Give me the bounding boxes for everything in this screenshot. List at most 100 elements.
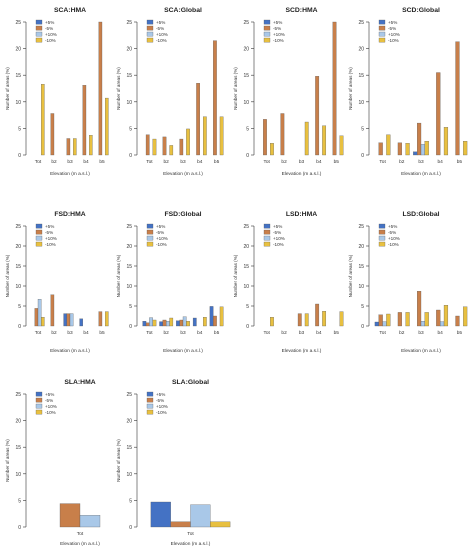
y-tick-label: 0 — [129, 324, 132, 330]
bar-fsd-global-tot-s0 — [142, 321, 147, 327]
panel-title: FSD:HMA — [54, 211, 85, 218]
bar-sca-global-b3-s3 — [186, 128, 190, 156]
bar-lsd-global-b5-s1 — [455, 315, 460, 327]
bar-sla-global-tot-s1 — [170, 521, 191, 528]
y-tick-label: 10 — [126, 284, 132, 290]
legend-swatch — [35, 409, 43, 415]
legend-label: -5% — [156, 26, 164, 31]
legend-swatch — [146, 391, 154, 397]
legend-label: -5% — [45, 26, 53, 31]
bar-fsd-hma-b3-s1 — [66, 313, 71, 327]
panel-title: SLA:Global — [172, 379, 209, 386]
legend-label: -10% — [45, 410, 56, 415]
y-tick-label: 5 — [129, 126, 132, 132]
x-tick-label: b2 — [399, 330, 405, 336]
y-tick-label: 0 — [18, 324, 21, 330]
legend-label: +5% — [273, 224, 282, 229]
bar-fsd-hma-b3-s2 — [69, 313, 74, 327]
x-tick-label: b3 — [180, 159, 186, 165]
legend: +5%-5%+10%-10% — [378, 20, 400, 43]
x-tick-label: b4 — [83, 330, 89, 336]
x-tick-label: Tot — [146, 159, 153, 165]
legend-label: +5% — [388, 20, 397, 25]
legend-label: -10% — [388, 38, 399, 43]
y-axis-label: Number of areas (%) — [5, 254, 10, 297]
x-tick-label: Tot — [187, 531, 194, 537]
y-tick-label: 0 — [361, 324, 364, 330]
bar-sca-global-b3-s1 — [179, 138, 184, 156]
legend-swatch — [35, 397, 43, 403]
bar-lsd-hma-tot-s3 — [270, 317, 274, 327]
legend-label: +10% — [45, 32, 57, 37]
y-tick-label: 20 — [15, 47, 21, 53]
x-tick-label: b2 — [281, 330, 287, 336]
bar-lsd-global-b3-s2 — [420, 321, 425, 327]
y-tick-label: 25 — [126, 224, 132, 230]
y-tick-label: 20 — [15, 244, 21, 250]
legend-swatch — [146, 25, 154, 31]
x-tick-label: b4 — [438, 159, 444, 165]
legend-label: -10% — [273, 38, 284, 43]
bar-fsd-hma-b5-s1 — [98, 311, 103, 327]
bar-scd-hma-b4-s3 — [322, 125, 327, 156]
y-tick-label: 25 — [15, 20, 21, 26]
x-tick-label: Tot — [379, 159, 386, 165]
y-axis-label: Number of areas (%) — [116, 67, 121, 110]
bar-lsd-global-b5-s3 — [463, 306, 468, 327]
y-tick-label: 15 — [126, 264, 132, 270]
bar-fsd-global-b5-s0 — [209, 306, 214, 327]
legend-label: +10% — [388, 32, 400, 37]
legend-swatch — [378, 223, 386, 229]
panel-title: FSD:Global — [164, 211, 201, 218]
bar-fsd-global-b4-s0 — [192, 317, 197, 327]
legend-label: +10% — [273, 236, 285, 241]
y-tick-label: 5 — [18, 304, 21, 310]
x-tick-label: b5 — [334, 330, 340, 336]
legend-swatch — [35, 223, 43, 229]
x-tick-label: Tot — [263, 159, 270, 165]
panel-sca-global: SCA:Global 0 5 10 15 20 25 Number of areas (%) T… — [116, 7, 224, 177]
x-tick-label: b4 — [316, 159, 322, 165]
bar-scd-hma-tot-s3 — [270, 143, 274, 156]
y-tick-label: 5 — [361, 304, 364, 310]
legend-label: +5% — [156, 392, 165, 397]
legend-swatch — [35, 241, 43, 247]
panel-title: SCD:Global — [402, 7, 440, 14]
x-axis-label: Elevation (m a.s.l.) — [60, 541, 100, 547]
legend-label: +10% — [156, 236, 168, 241]
bar-sla-global-tot-s3 — [210, 521, 231, 528]
bar-fsd-global-b3-s0 — [176, 320, 180, 327]
x-tick-label: b3 — [299, 330, 305, 336]
x-tick-label: b5 — [99, 159, 105, 165]
legend-label: -5% — [45, 398, 53, 403]
legend-swatch — [263, 19, 271, 25]
bar-lsd-global-b4-s2 — [440, 321, 445, 327]
x-axis-label: Elevation (m a.s.l.) — [282, 348, 322, 354]
y-axis-label: Number of areas (%) — [5, 67, 10, 110]
bar-lsd-global-b2-s1 — [397, 312, 402, 327]
bar-sca-global-b4-s1 — [196, 83, 200, 156]
x-axis-label: Elevation (m a.s.l.) — [163, 348, 203, 354]
bar-fsd-global-tot-s2 — [149, 317, 153, 327]
y-tick-label: 0 — [361, 153, 364, 159]
panel-title: SLA:HMA — [64, 379, 95, 386]
y-tick-label: 20 — [126, 47, 132, 53]
legend-label: +5% — [156, 20, 165, 25]
legend-label: -5% — [273, 230, 281, 235]
x-tick-label: Tot — [263, 330, 270, 336]
legend-swatch — [146, 241, 154, 247]
x-tick-label: b3 — [67, 330, 73, 336]
y-tick-label: 10 — [358, 284, 364, 290]
y-tick-label: 0 — [246, 153, 249, 159]
y-tick-label: 20 — [243, 244, 249, 250]
legend-label: -5% — [45, 230, 53, 235]
bar-fsd-global-b5-s1 — [213, 315, 217, 327]
bar-scd-global-tot-s3 — [386, 134, 391, 156]
legend-swatch — [35, 37, 43, 43]
x-tick-label: b5 — [457, 330, 463, 336]
panel-title: LSD:HMA — [286, 211, 317, 218]
panel-scd-global: SCD:Global 0 5 10 15 20 25 Number of areas (%) T… — [348, 7, 468, 177]
x-tick-label: b2 — [399, 159, 405, 165]
bar-fsd-global-b4-s3 — [203, 317, 207, 327]
bar-sca-global-b2-s3 — [169, 145, 174, 156]
